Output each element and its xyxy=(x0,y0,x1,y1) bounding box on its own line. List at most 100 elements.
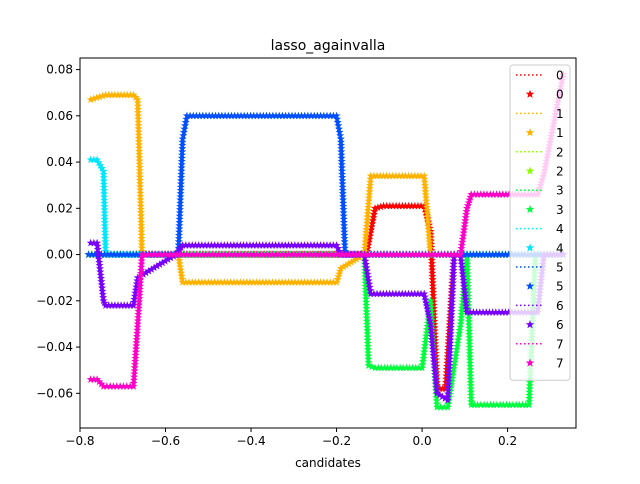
series-point xyxy=(99,296,108,305)
series-point xyxy=(97,280,106,289)
series-point xyxy=(458,300,467,309)
series-point xyxy=(204,278,213,286)
series-point xyxy=(177,271,186,280)
series-point xyxy=(297,278,306,286)
series-point xyxy=(447,250,455,258)
series-point xyxy=(116,250,125,258)
series-point xyxy=(89,238,98,247)
series-point xyxy=(233,250,242,258)
legend-label: 0 xyxy=(556,69,564,83)
series-point xyxy=(444,399,453,408)
series-point xyxy=(306,250,315,258)
series-point xyxy=(135,285,144,293)
series-point xyxy=(454,335,463,344)
series-point xyxy=(456,253,465,262)
series-point xyxy=(240,111,249,120)
series-point xyxy=(213,278,222,286)
series-point xyxy=(363,212,372,221)
series-point xyxy=(297,250,306,258)
series-point xyxy=(227,250,236,258)
series-point xyxy=(131,357,140,365)
series-point xyxy=(135,291,144,299)
series-point xyxy=(281,111,290,120)
series-point xyxy=(482,250,491,258)
series-point xyxy=(182,250,191,258)
series-point xyxy=(259,250,268,258)
series-point xyxy=(198,250,207,258)
series-point xyxy=(133,325,142,334)
series-point xyxy=(441,384,450,393)
series-point xyxy=(443,362,452,370)
series-point xyxy=(265,111,274,120)
series-point xyxy=(138,250,146,258)
series-point xyxy=(178,137,187,146)
series-point xyxy=(89,155,98,164)
series-point xyxy=(428,335,437,344)
x-tick-label: −0.4 xyxy=(236,434,265,448)
series-point xyxy=(446,326,455,334)
series-point xyxy=(104,301,113,309)
series-point xyxy=(473,400,482,409)
series-point xyxy=(325,250,334,258)
series-point xyxy=(363,209,372,218)
series-point xyxy=(246,250,255,258)
series-point xyxy=(461,216,470,225)
series-point xyxy=(457,263,466,271)
series-point xyxy=(429,354,438,363)
series-point xyxy=(86,155,95,164)
series-point xyxy=(252,111,261,120)
series-point xyxy=(521,400,530,409)
series-point xyxy=(173,250,182,258)
series-point xyxy=(460,288,469,297)
series-point xyxy=(132,279,141,288)
series-point xyxy=(361,260,370,268)
series-point xyxy=(297,111,306,120)
series-point xyxy=(290,278,299,286)
series-point xyxy=(132,335,141,343)
series-point xyxy=(163,255,172,263)
series-point xyxy=(453,250,462,258)
series-point xyxy=(106,382,115,390)
series-point xyxy=(252,241,261,249)
series-point xyxy=(131,347,140,356)
series-point xyxy=(126,250,135,258)
series-point xyxy=(255,278,264,286)
series-point xyxy=(322,250,331,258)
series-point xyxy=(472,308,481,316)
series-point xyxy=(287,111,296,120)
series-point xyxy=(221,111,230,120)
y-tick-label: 0.02 xyxy=(46,201,73,215)
series-point xyxy=(230,250,239,258)
series-point xyxy=(423,304,432,313)
series-point xyxy=(443,392,452,401)
series-point xyxy=(364,241,373,249)
series-point xyxy=(258,278,267,286)
legend-star-swatch xyxy=(525,243,535,252)
series-point xyxy=(457,310,466,318)
series-point xyxy=(117,301,126,309)
series-point xyxy=(236,278,245,286)
series-point xyxy=(389,250,398,258)
series-point xyxy=(136,278,145,287)
series-point xyxy=(502,400,511,409)
series-point xyxy=(443,355,452,364)
series-point xyxy=(442,378,450,386)
series-point xyxy=(420,347,429,356)
series-point xyxy=(498,250,507,258)
series-point xyxy=(175,215,184,223)
series-point xyxy=(458,303,466,312)
series-point xyxy=(458,269,467,278)
series-point xyxy=(374,363,383,372)
series-point xyxy=(447,307,456,315)
series-point xyxy=(120,90,129,99)
series-point xyxy=(480,400,489,409)
series-point xyxy=(430,360,439,369)
legend-label: 6 xyxy=(556,299,564,313)
series-point xyxy=(87,250,96,258)
series-point xyxy=(114,301,122,309)
legend-entry: 7 xyxy=(516,337,564,351)
series-point xyxy=(365,190,374,199)
series-point xyxy=(268,111,277,120)
series-point xyxy=(424,228,433,236)
series-point xyxy=(177,176,186,185)
